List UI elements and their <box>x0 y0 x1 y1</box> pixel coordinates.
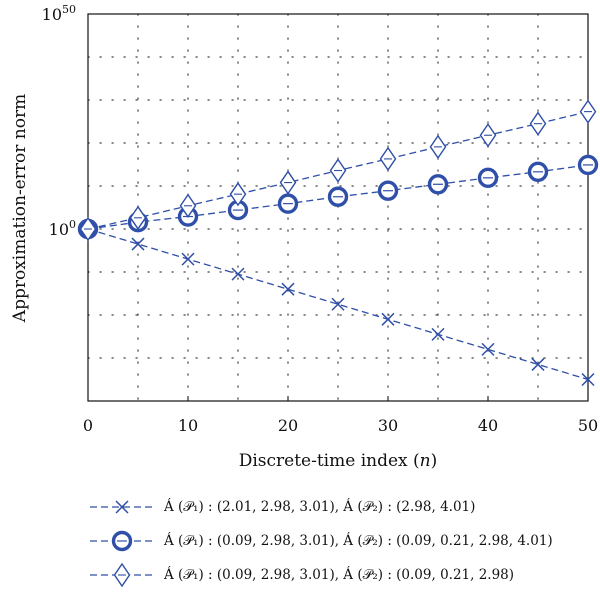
x-tick-label: 50 <box>578 416 598 435</box>
x-tick-label: 20 <box>278 416 298 435</box>
x-tick-label: 30 <box>378 416 398 435</box>
data-point-x <box>581 372 595 387</box>
x-tick-label: 40 <box>478 416 498 435</box>
legend: Á (𝒫₁) : (2.01, 2.98, 3.01), Á (𝒫₂) : (2… <box>86 490 596 592</box>
y-axis-label: Approximation-error norm <box>10 93 30 323</box>
data-point-x <box>481 342 495 356</box>
legend-label: Á (𝒫₁) : (0.09, 2.98, 3.01), Á (𝒫₂) : (0… <box>164 567 515 583</box>
legend-item-x: Á (𝒫₁) : (2.01, 2.98, 3.01), Á (𝒫₂) : (2… <box>86 490 596 524</box>
legend-item-diamond: Á (𝒫₁) : (0.09, 2.98, 3.01), Á (𝒫₂) : (0… <box>86 558 596 592</box>
x-axis-label-text: Discrete-time index ( <box>238 451 420 471</box>
chart-svg: 0 10 20 30 40 50 100 1050 <box>42 3 599 435</box>
x-axis-label: Discrete-time index (n) <box>88 451 588 471</box>
data-point-x <box>531 357 545 371</box>
y-tick-label: 1050 <box>42 3 76 24</box>
legend-label: Á (𝒫₁) : (2.01, 2.98, 3.01), Á (𝒫₂) : (2… <box>164 499 476 515</box>
plot-frame <box>87 13 589 402</box>
data-point-x <box>381 312 395 326</box>
series-diamond <box>79 99 597 242</box>
series-line-x <box>87 228 589 381</box>
data-point-x <box>231 267 245 281</box>
legend-marker-x <box>115 500 129 514</box>
data-point-x <box>331 297 345 311</box>
x-tick-label: 0 <box>83 416 93 435</box>
data-point-x <box>181 252 195 266</box>
data-point-x <box>281 282 295 296</box>
legend-swatch-circle <box>90 530 154 552</box>
data-point-x <box>431 327 445 341</box>
y-tick-label: 100 <box>49 218 76 239</box>
legend-item-circle: Á (𝒫₁) : (0.09, 2.98, 3.01), Á (𝒫₂) : (0… <box>86 524 596 558</box>
y-axis-label-wrap: Approximation-error norm <box>0 14 40 402</box>
data-point-x <box>131 237 145 251</box>
legend-swatch-x <box>90 500 154 514</box>
legend-label: Á (𝒫₁) : (0.09, 2.98, 3.01), Á (𝒫₂) : (0… <box>164 533 553 549</box>
series-line-circle <box>87 164 589 230</box>
series-x <box>81 222 595 387</box>
x-axis-label-unit: n <box>419 451 431 471</box>
x-axis-label-close: ) <box>430 451 438 471</box>
legend-swatch-diamond <box>90 562 154 588</box>
x-tick-label: 10 <box>178 416 198 435</box>
